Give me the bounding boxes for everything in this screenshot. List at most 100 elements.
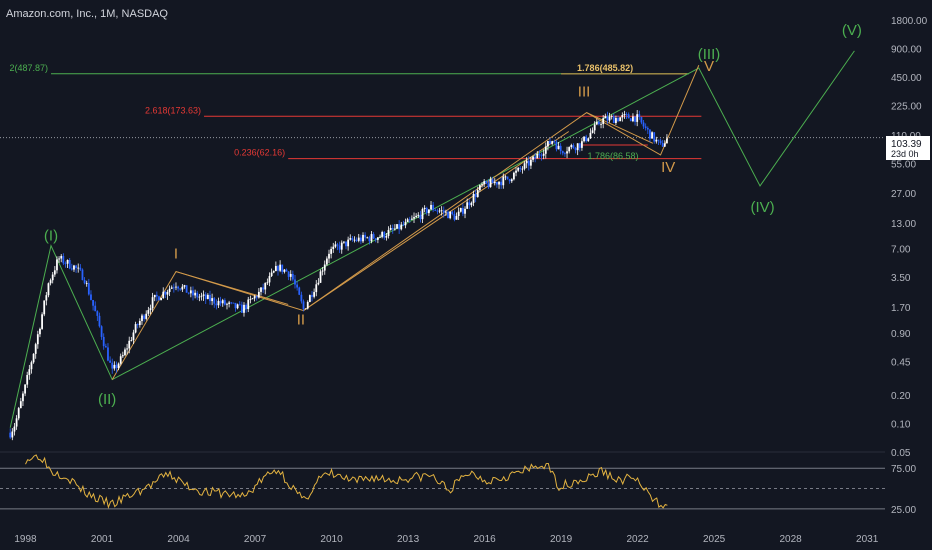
y-tick-label: 450.00 — [891, 73, 922, 84]
candle-body — [393, 228, 396, 230]
candle-body — [555, 141, 558, 150]
candle-body — [257, 291, 260, 298]
rsi-tick-label: 25.00 — [891, 505, 916, 516]
candle-body — [155, 294, 158, 297]
candle-body — [19, 401, 22, 409]
candle-body — [73, 265, 75, 270]
candle-body — [459, 208, 462, 212]
candle-body — [11, 431, 14, 438]
candle-body — [551, 141, 554, 144]
candle-body — [206, 294, 209, 299]
candle-body — [264, 282, 267, 290]
candle-body — [472, 193, 475, 203]
candle-body — [634, 116, 636, 122]
candle-body — [532, 156, 534, 160]
candle-body — [466, 202, 469, 209]
candle-body — [223, 300, 226, 305]
candle-body — [376, 237, 379, 240]
candle-body — [385, 235, 388, 238]
fib-levels: 2(487.87) 1.786(485.82) 2.618(173.63) 0.236… — [9, 63, 702, 161]
candle-body — [64, 263, 67, 265]
candle-body — [134, 324, 137, 333]
candle-body — [447, 211, 449, 219]
candle-body — [70, 268, 73, 270]
candle-body — [589, 132, 592, 139]
candle-body — [53, 270, 56, 275]
candle-body — [317, 282, 320, 285]
candle-body — [491, 179, 494, 184]
y-tick-label: 0.05 — [891, 448, 911, 459]
candle-body — [502, 176, 505, 186]
candle-body — [421, 209, 424, 220]
candle-body — [98, 315, 101, 327]
candle-body — [281, 264, 284, 272]
y-tick-label: 27.00 — [891, 189, 916, 200]
candle-body — [368, 237, 371, 242]
candle-body — [663, 143, 666, 147]
candle-body — [209, 294, 211, 302]
candle-body — [130, 340, 133, 341]
candle-body — [442, 210, 445, 213]
candle-body — [213, 298, 216, 304]
candle-body — [642, 122, 645, 127]
candle-body — [436, 210, 439, 212]
y-tick-label: 900.00 — [891, 45, 922, 56]
time-axis[interactable]: 1998 2001 2004 2007 2010 2013 2016 2019 2022 2025… — [14, 534, 878, 545]
candle-body — [128, 340, 131, 349]
candle-body — [583, 136, 585, 142]
candle-body — [319, 271, 322, 283]
candle-body — [279, 264, 282, 271]
candle-body — [389, 228, 392, 230]
y-tick-label: 225.00 — [891, 102, 922, 113]
candle-body — [311, 295, 313, 297]
orange-channel-iv — [586, 112, 654, 144]
candle-body — [572, 145, 575, 148]
candle-body — [404, 221, 407, 226]
candle-body — [406, 219, 409, 222]
candle-body — [455, 216, 458, 220]
candle-body — [30, 362, 33, 370]
candle-body — [228, 302, 231, 304]
candle-body — [117, 363, 120, 369]
candle-body — [266, 282, 269, 284]
candle-body — [638, 114, 641, 118]
candle-body — [396, 224, 398, 229]
candle-body — [315, 284, 318, 293]
candle-body — [243, 304, 245, 313]
candle-body — [536, 153, 539, 159]
candle-body — [604, 116, 607, 119]
candle-body — [547, 141, 549, 147]
candle-body — [181, 286, 184, 290]
candle-body — [659, 140, 662, 143]
x-tick-label: 2007 — [244, 534, 267, 545]
candle-body — [357, 237, 360, 241]
candle-body — [85, 283, 88, 284]
candle-body — [204, 294, 207, 299]
candle-body — [370, 234, 373, 242]
candle-body — [185, 285, 188, 293]
candle-body — [283, 269, 286, 272]
candle-body — [627, 114, 630, 119]
candle-body — [581, 141, 583, 148]
candle-body — [58, 258, 60, 260]
candle-body — [600, 123, 602, 125]
candle-body — [387, 229, 390, 236]
price-badge-countdown: 23d 0h — [891, 149, 919, 159]
candle-body — [32, 353, 35, 363]
fib-level-label: 0.236(62.16) — [234, 148, 285, 158]
candle-body — [602, 118, 605, 124]
wave-label: III — [578, 84, 591, 101]
candle-body — [493, 182, 496, 184]
orange-channel-upper — [175, 271, 289, 305]
candle-body — [119, 356, 122, 364]
candle-body — [247, 299, 250, 310]
candle-body — [587, 138, 590, 142]
candle-body — [168, 288, 171, 292]
candle-body — [41, 314, 43, 329]
candle-body — [94, 305, 97, 312]
candle-body — [462, 208, 464, 214]
candle-body — [226, 303, 228, 305]
candle-body — [449, 211, 452, 219]
candle-body — [451, 211, 454, 215]
